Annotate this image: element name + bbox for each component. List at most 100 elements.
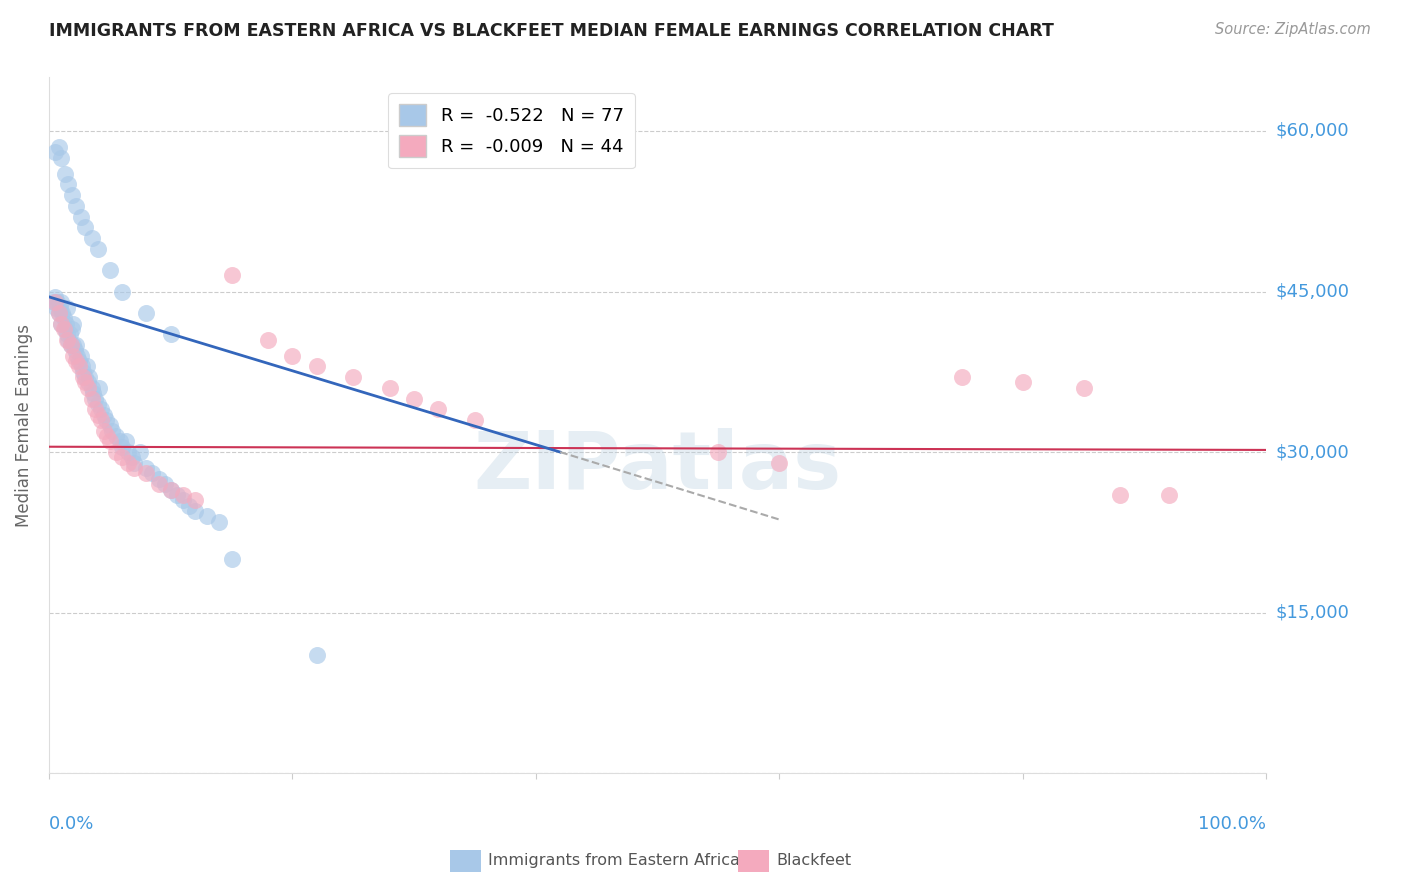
Point bbox=[48, 140, 70, 154]
Point bbox=[305, 648, 328, 663]
Y-axis label: Median Female Earnings: Median Female Earnings bbox=[15, 324, 32, 527]
Point bbox=[135, 467, 157, 481]
Point bbox=[42, 295, 65, 310]
Point bbox=[464, 413, 486, 427]
Point bbox=[76, 359, 98, 374]
Point bbox=[75, 220, 97, 235]
Point bbox=[159, 483, 181, 497]
Point bbox=[707, 445, 730, 459]
Point bbox=[172, 493, 194, 508]
Point bbox=[69, 210, 91, 224]
Point bbox=[65, 199, 87, 213]
Point bbox=[49, 301, 72, 315]
Point bbox=[48, 306, 70, 320]
Point bbox=[65, 338, 87, 352]
Point bbox=[49, 317, 72, 331]
Point bbox=[67, 359, 90, 374]
Text: IMMIGRANTS FROM EASTERN AFRICA VS BLACKFEET MEDIAN FEMALE EARNINGS CORRELATION C: IMMIGRANTS FROM EASTERN AFRICA VS BLACKF… bbox=[49, 22, 1054, 40]
Point bbox=[122, 456, 145, 470]
Point bbox=[98, 434, 121, 449]
Point bbox=[49, 151, 72, 165]
Point bbox=[86, 397, 108, 411]
Point bbox=[221, 268, 243, 283]
Point bbox=[80, 231, 103, 245]
Point bbox=[75, 370, 97, 384]
Point bbox=[55, 317, 77, 331]
Point bbox=[96, 429, 118, 443]
Point bbox=[67, 354, 90, 368]
Point bbox=[45, 301, 67, 315]
Text: $30,000: $30,000 bbox=[1275, 443, 1350, 461]
Point bbox=[122, 461, 145, 475]
Point bbox=[65, 354, 87, 368]
Point bbox=[153, 477, 176, 491]
Point bbox=[80, 392, 103, 406]
Point bbox=[44, 145, 66, 160]
Point bbox=[159, 327, 181, 342]
Point bbox=[58, 333, 80, 347]
Point bbox=[72, 365, 94, 379]
Point bbox=[104, 445, 127, 459]
Point bbox=[82, 386, 104, 401]
Point bbox=[141, 467, 163, 481]
Point bbox=[77, 370, 100, 384]
Point bbox=[281, 349, 304, 363]
Point bbox=[80, 381, 103, 395]
Text: 100.0%: 100.0% bbox=[1198, 815, 1265, 833]
Point bbox=[108, 434, 131, 449]
Point bbox=[93, 424, 115, 438]
Point bbox=[53, 167, 76, 181]
Point bbox=[93, 408, 115, 422]
Point bbox=[1011, 376, 1033, 390]
Point bbox=[121, 450, 143, 465]
Point bbox=[44, 290, 66, 304]
Point bbox=[58, 178, 80, 192]
Point bbox=[90, 402, 112, 417]
Point bbox=[1109, 488, 1132, 502]
Point bbox=[53, 322, 76, 336]
Point bbox=[56, 301, 79, 315]
Point bbox=[86, 242, 108, 256]
Point bbox=[62, 349, 84, 363]
Point bbox=[49, 317, 72, 331]
Point bbox=[135, 461, 157, 475]
Point bbox=[117, 456, 139, 470]
Point bbox=[90, 413, 112, 427]
Point bbox=[59, 338, 82, 352]
Point bbox=[104, 429, 127, 443]
Point bbox=[305, 359, 328, 374]
Point bbox=[46, 295, 69, 310]
Point bbox=[111, 285, 134, 299]
Point bbox=[101, 424, 124, 438]
Point bbox=[195, 509, 218, 524]
Text: Immigrants from Eastern Africa: Immigrants from Eastern Africa bbox=[488, 854, 740, 868]
Point bbox=[77, 381, 100, 395]
Point bbox=[63, 343, 86, 358]
Point bbox=[129, 445, 152, 459]
Point bbox=[69, 349, 91, 363]
Point bbox=[342, 370, 364, 384]
Point bbox=[148, 472, 170, 486]
Point bbox=[208, 515, 231, 529]
Point bbox=[77, 376, 100, 390]
Point bbox=[96, 413, 118, 427]
Point bbox=[1157, 488, 1180, 502]
Point bbox=[44, 295, 66, 310]
Text: $45,000: $45,000 bbox=[1275, 283, 1350, 301]
Point bbox=[427, 402, 450, 417]
Point bbox=[56, 327, 79, 342]
Point bbox=[60, 188, 83, 202]
Point bbox=[184, 493, 207, 508]
Point bbox=[66, 349, 89, 363]
Point bbox=[60, 322, 83, 336]
Point bbox=[87, 381, 110, 395]
Point bbox=[148, 477, 170, 491]
Point bbox=[86, 408, 108, 422]
Point bbox=[56, 333, 79, 347]
Point bbox=[221, 552, 243, 566]
Point bbox=[62, 317, 84, 331]
Point bbox=[378, 381, 401, 395]
Point bbox=[98, 263, 121, 277]
Text: 0.0%: 0.0% bbox=[49, 815, 94, 833]
Legend: R =  -0.522   N = 77, R =  -0.009   N = 44: R = -0.522 N = 77, R = -0.009 N = 44 bbox=[388, 94, 634, 169]
